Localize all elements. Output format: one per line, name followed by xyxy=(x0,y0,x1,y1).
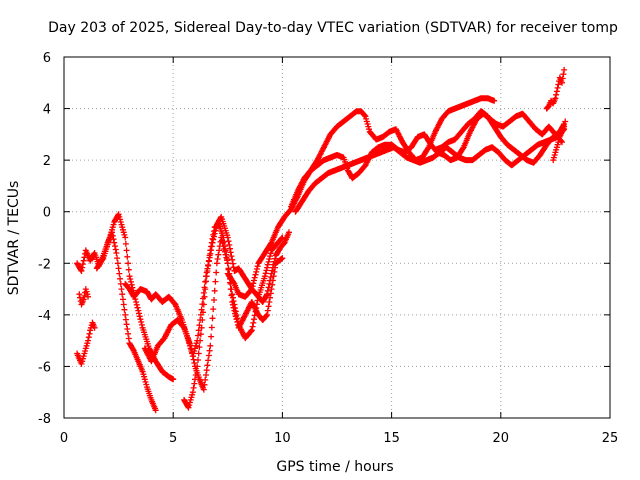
x-tick-label: 25 xyxy=(602,431,619,446)
y-tick-label: -2 xyxy=(38,257,51,272)
y-tick-label: 6 xyxy=(43,51,51,66)
y-tick-label: 0 xyxy=(43,206,51,221)
series-track-11 xyxy=(432,108,568,166)
series-markers xyxy=(550,118,569,164)
x-tick-label: 5 xyxy=(169,431,177,446)
series-markers xyxy=(74,319,98,367)
y-tick-label: 4 xyxy=(43,103,51,118)
series-track-8 xyxy=(224,95,498,300)
series-track-2 xyxy=(74,319,98,367)
series-markers xyxy=(543,66,568,112)
y-tick-label: -4 xyxy=(38,309,51,324)
ticks: 0 5 10 15 20 25 -8 -6 -4 -2 0 2 4 6 xyxy=(38,51,618,446)
x-tick-label: 0 xyxy=(60,431,68,446)
series-markers xyxy=(432,108,568,166)
series-track-3 xyxy=(76,286,91,308)
series-markers xyxy=(93,211,177,383)
chart-title: Day 203 of 2025, Sidereal Day-to-day VTE… xyxy=(48,20,618,36)
series-markers xyxy=(181,221,286,411)
series-markers xyxy=(292,126,568,215)
grid xyxy=(64,57,610,418)
series-track-13 xyxy=(550,118,569,164)
y-tick-label: -6 xyxy=(38,360,51,375)
series-track-10 xyxy=(292,126,568,215)
series-markers xyxy=(76,286,91,308)
series-markers xyxy=(224,95,498,300)
series-track-7 xyxy=(181,221,286,411)
x-axis-label: GPS time / hours xyxy=(276,459,393,475)
x-tick-label: 15 xyxy=(383,431,400,446)
x-tick-label: 20 xyxy=(493,431,510,446)
y-tick-label: 2 xyxy=(43,154,51,169)
data-layer xyxy=(74,66,569,414)
x-tick-label: 10 xyxy=(274,431,291,446)
series-track-9 xyxy=(288,110,565,210)
series-markers xyxy=(288,110,565,210)
plot-frame xyxy=(63,56,611,419)
y-axis-label: SDTVAR / TECUs xyxy=(6,181,22,296)
series-track-12 xyxy=(543,66,568,112)
series-track-4 xyxy=(93,211,177,383)
y-tick-label: -8 xyxy=(38,412,51,427)
